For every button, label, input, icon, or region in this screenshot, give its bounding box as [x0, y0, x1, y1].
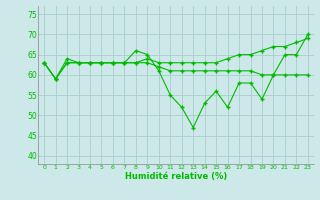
X-axis label: Humidité relative (%): Humidité relative (%) — [125, 172, 227, 181]
